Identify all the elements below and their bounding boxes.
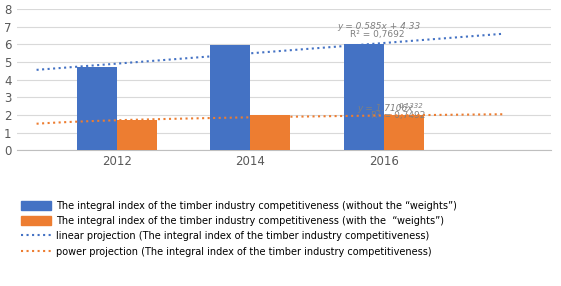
Bar [210,45,250,150]
Bar [344,45,384,150]
Bar [117,120,157,150]
Bar [250,115,291,150]
Text: R² = 0,7692: R² = 0,7692 [351,30,405,39]
Legend: The integral index of the timber industry competitiveness (without the “weights”: The integral index of the timber industr… [21,200,457,257]
Bar [77,67,117,150]
Text: R² = 0,7492: R² = 0,7492 [370,111,425,120]
Text: 0.1332: 0.1332 [398,104,424,110]
Text: y = 1.7106x: y = 1.7106x [357,104,413,113]
Bar [384,115,424,150]
Text: y = 0.585x + 4.33: y = 0.585x + 4.33 [337,23,420,31]
